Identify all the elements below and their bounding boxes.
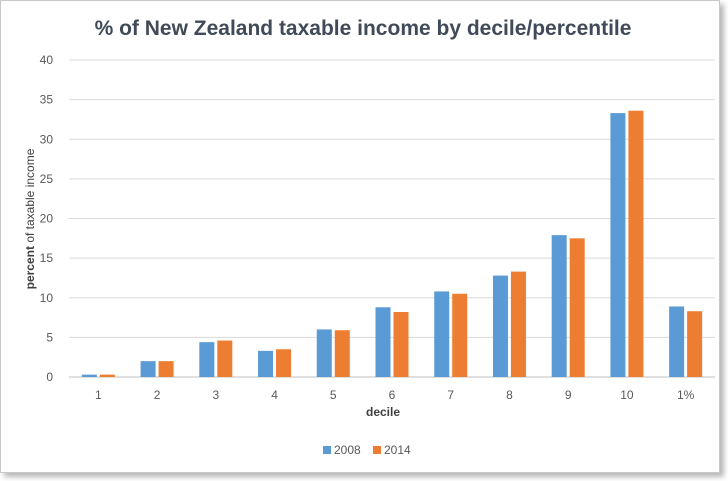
chart-title: % of New Zealand taxable income by decil… <box>95 17 632 40</box>
bar-2014-10 <box>628 110 644 377</box>
y-tick-label: 35 <box>40 93 54 107</box>
bar-2008-1% <box>669 306 685 377</box>
x-tick-label: 2 <box>154 388 161 402</box>
bar-2014-2 <box>158 361 174 377</box>
bar-2014-1 <box>99 374 115 377</box>
y-axis-title-rest: of taxable income <box>23 148 37 246</box>
y-tick-label: 5 <box>46 330 53 344</box>
bar-2014-8 <box>510 271 526 377</box>
bar-2008-10 <box>610 113 626 377</box>
legend-label-2014: 2014 <box>384 443 411 457</box>
y-tick-label: 20 <box>40 212 54 226</box>
legend-label-2008: 2008 <box>334 443 361 457</box>
y-tick-label: 40 <box>40 53 54 67</box>
y-tick-label: 0 <box>46 370 53 384</box>
x-tick-label: 4 <box>271 388 278 402</box>
x-tick-label: 3 <box>212 388 219 402</box>
y-axis-ticks: 0 5 10 15 20 25 30 35 40 <box>40 53 54 384</box>
legend-swatch-2014 <box>373 446 381 454</box>
x-axis-title: decile <box>366 405 400 419</box>
x-tick-label: 1% <box>677 388 695 402</box>
bar-2014-1% <box>687 311 703 377</box>
bar-2014-3 <box>217 340 233 377</box>
bars <box>81 110 703 377</box>
bar-2014-6 <box>393 312 409 377</box>
bar-2008-6 <box>375 307 391 377</box>
chart-frame: % of New Zealand taxable income by decil… <box>0 0 720 473</box>
bar-chart: % of New Zealand taxable income by decil… <box>23 17 715 457</box>
bar-2014-7 <box>452 293 468 377</box>
legend: 2008 2014 <box>323 443 411 457</box>
bar-2014-9 <box>569 238 585 377</box>
y-tick-label: 10 <box>40 291 54 305</box>
bar-2008-9 <box>551 235 567 377</box>
bar-2008-4 <box>258 350 274 377</box>
y-axis-title: percent of taxable income <box>23 148 37 289</box>
y-axis-title-bold: percent <box>23 246 37 289</box>
gridlines <box>69 59 715 378</box>
x-tick-label: 10 <box>620 388 634 402</box>
x-tick-label: 1 <box>95 388 102 402</box>
bar-2008-3 <box>199 342 215 377</box>
x-axis-ticks: 1 2 3 4 5 6 7 8 9 10 1% <box>95 388 695 402</box>
bar-2008-5 <box>316 329 332 377</box>
bar-2008-8 <box>492 275 508 377</box>
x-tick-label: 7 <box>447 388 454 402</box>
legend-swatch-2008 <box>323 446 331 454</box>
x-tick-label: 6 <box>389 388 396 402</box>
bar-2008-7 <box>434 291 450 377</box>
x-tick-label: 9 <box>565 388 572 402</box>
x-tick-label: 5 <box>330 388 337 402</box>
bar-2008-1 <box>81 374 97 377</box>
bar-2014-5 <box>334 330 350 377</box>
bar-2008-2 <box>140 361 156 377</box>
y-tick-label: 30 <box>40 132 54 146</box>
x-tick-label: 8 <box>506 388 513 402</box>
y-tick-label: 25 <box>40 172 54 186</box>
y-tick-label: 15 <box>40 251 54 265</box>
bar-2014-4 <box>276 349 292 377</box>
